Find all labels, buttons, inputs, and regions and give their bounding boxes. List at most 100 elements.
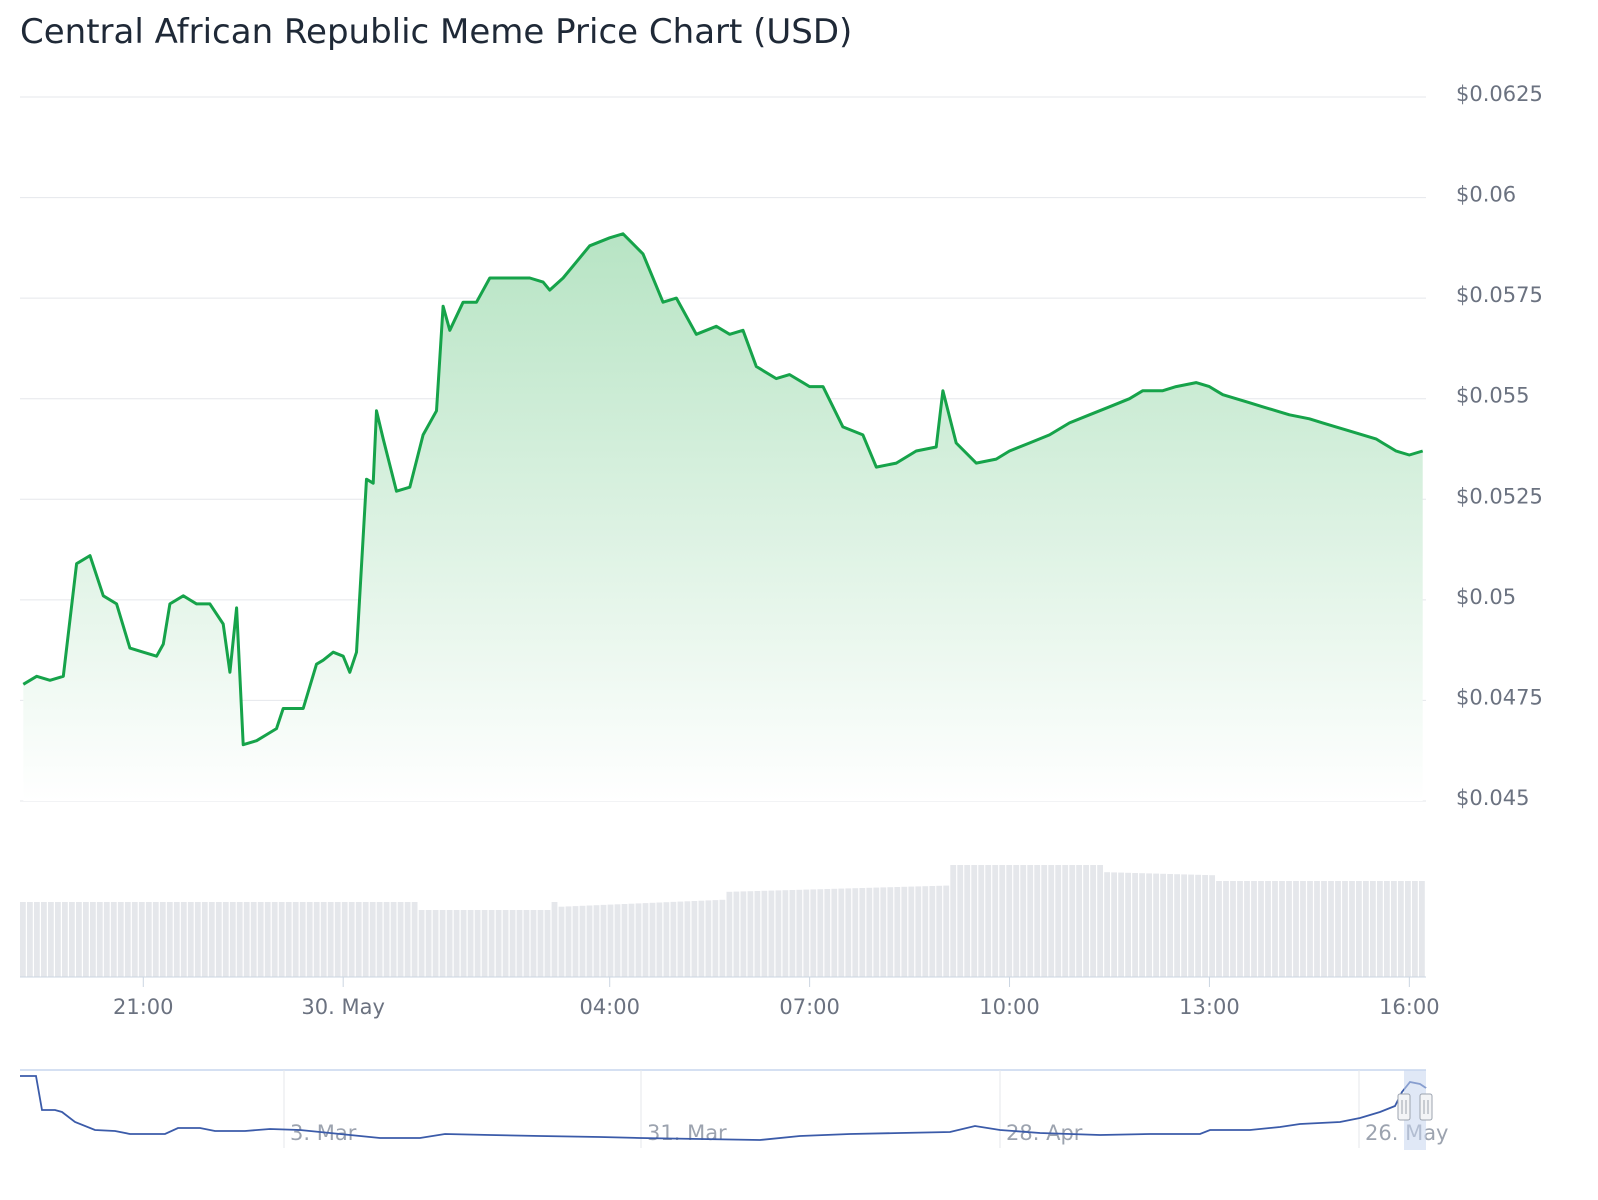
volume-bar (789, 890, 796, 977)
volume-bar (852, 888, 859, 977)
volume-bar (817, 889, 824, 977)
volume-bar (684, 901, 691, 977)
volume-bar (48, 902, 54, 977)
volume-bar (999, 865, 1006, 977)
volume-bar (747, 891, 754, 977)
volume-bar (390, 902, 397, 977)
volume-bar (1363, 881, 1369, 977)
volume-bar (313, 902, 320, 977)
x-axis-labels: 21:00 30. May 04:00 07:00 10:00 13:00 16:00 (20, 976, 1440, 1019)
volume-bar (845, 888, 852, 977)
volume-bar (180, 902, 187, 977)
volume-bar (264, 902, 271, 977)
volume-bar (138, 902, 145, 977)
navigator-selection[interactable] (1404, 1070, 1426, 1150)
volume-bar (726, 891, 733, 977)
volume-bar (1118, 872, 1124, 977)
volume-bar (131, 902, 138, 977)
volume-bar (20, 902, 26, 977)
volume-bar (593, 905, 600, 977)
volume-bar (467, 910, 474, 977)
volume-bar (901, 886, 908, 977)
volume-bar (964, 865, 971, 977)
volume-bar (887, 887, 894, 977)
volume-bar (1125, 872, 1131, 977)
volume-bar (404, 902, 411, 977)
volume-bar (215, 902, 222, 977)
volume-bar (992, 865, 999, 977)
volume-bar (530, 910, 537, 977)
volume-bar (1006, 865, 1013, 977)
volume-bar (1258, 881, 1264, 977)
volume-bar (796, 889, 803, 977)
volume-bar (1132, 873, 1138, 977)
volume-bar (236, 902, 243, 977)
volume-bar (1069, 865, 1076, 977)
volume-bar (299, 902, 306, 977)
price-line[interactable] (22, 232, 1424, 747)
navigator-handle[interactable] (1419, 1093, 1433, 1121)
y-tick-label: $0.045 (1456, 786, 1529, 810)
volume-bar (1076, 865, 1082, 977)
volume-bar (1349, 881, 1355, 977)
y-tick-label: $0.0475 (1456, 685, 1543, 709)
volume-bar (866, 887, 873, 977)
volume-bar (754, 891, 761, 977)
volume-bar (1335, 881, 1341, 977)
volume-bar (152, 902, 159, 977)
volume-bar (908, 886, 915, 977)
volume-bar (1279, 881, 1285, 977)
volume-bar (1286, 881, 1292, 977)
volume-bar (712, 900, 719, 977)
volume-bar (145, 902, 152, 977)
volume-bar (1013, 865, 1020, 977)
volume-bar (222, 902, 229, 977)
volume-bar (719, 899, 726, 977)
volume-bar (460, 910, 467, 977)
volume-bar (572, 906, 579, 977)
volume-bar (320, 902, 327, 977)
volume-bar (327, 902, 334, 977)
volume-bar (1146, 873, 1152, 977)
volume-bar (1097, 865, 1103, 977)
navigator-handle[interactable] (1397, 1093, 1411, 1121)
volume-bar (894, 887, 901, 977)
volume-bar (278, 902, 285, 977)
volume-bar (1111, 872, 1117, 977)
volume-bar (1174, 874, 1180, 977)
volume-bar (76, 902, 82, 977)
volume-bar (831, 888, 838, 977)
volume-bar (782, 890, 789, 977)
volume-bar (1223, 881, 1229, 977)
volume-bar (698, 900, 705, 977)
volume-bar (124, 902, 131, 977)
price-area-fill (23, 233, 1423, 802)
volume-bar (348, 902, 355, 977)
price-series[interactable] (22, 232, 1424, 747)
navigator[interactable]: 3. Mar 31. Mar 28. Apr 26. May (20, 1069, 1449, 1150)
volume-bar (1209, 875, 1215, 977)
volume-bar (971, 865, 978, 977)
volume-bar (397, 902, 404, 977)
volume-bar (1293, 881, 1299, 977)
volume-bar (243, 902, 250, 977)
x-tick-label: 30. May (301, 995, 385, 1019)
volume-bar (1244, 881, 1250, 977)
volume-bar (936, 885, 943, 977)
volume-bar (628, 903, 635, 977)
volume-bar (873, 887, 880, 977)
volume-bar (1048, 865, 1055, 977)
volume-bar (117, 902, 124, 977)
volume-bar (1027, 865, 1034, 977)
volume-bar (1167, 874, 1173, 977)
volume-bar (1104, 872, 1110, 977)
navigator-series-line (20, 1075, 1427, 1141)
volume-bar (670, 901, 677, 977)
volume-bar (579, 905, 586, 977)
volume-bar (586, 905, 593, 977)
volume-bar (103, 902, 110, 977)
volume-bar (880, 887, 887, 977)
volume-bar (1195, 874, 1201, 977)
volume-bar (96, 902, 103, 977)
